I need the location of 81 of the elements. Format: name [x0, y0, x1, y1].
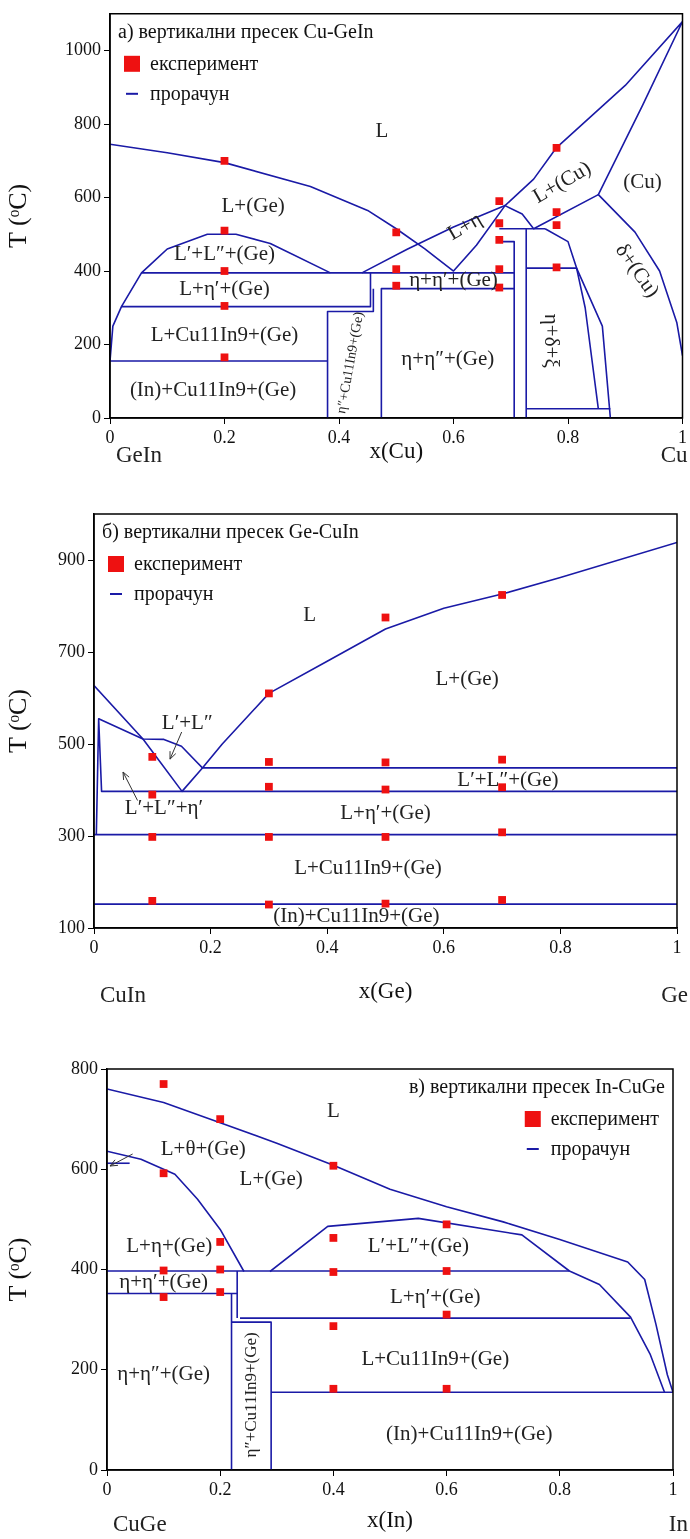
x-axis-title: x(Cu) [369, 438, 424, 464]
annotation: η+η″+(Ge) [117, 1361, 211, 1386]
annotation: (In)+Cu11In9+(Ge) [129, 376, 297, 401]
annotation: L+η [442, 206, 486, 245]
y-tick-label: 100 [58, 916, 85, 937]
text: In [668, 1511, 689, 1536]
x-tick-label: 0 [105, 426, 115, 447]
y-axis-title: T (ᵒC) [3, 183, 33, 248]
y-tick-label: 700 [58, 640, 85, 661]
annotation: L′+L″+(Ge) [173, 241, 276, 265]
annotation: L′+L″+η′ [124, 794, 204, 819]
y-tick-label: 600 [71, 1157, 98, 1178]
annotation: L+Cu11In9+(Ge) [294, 854, 442, 879]
annotation: η+η′+(Ge) [409, 266, 498, 291]
x-tick-label: 0.8 [556, 426, 580, 447]
annotation: (In)+Cu11In9+(Ge) [386, 1421, 553, 1446]
legend-label: експеримент [134, 552, 243, 576]
x-tick-label: 0.8 [549, 936, 572, 957]
y-tick-label: 800 [71, 1057, 98, 1078]
annotation: L+η+(Ge) [126, 1233, 213, 1258]
annotation: L+η′+(Ge) [179, 275, 270, 300]
annotation: η+η′+(Ge) [119, 1268, 208, 1293]
x-tick-label: 0.2 [199, 936, 222, 957]
x-tick-label: 1 [672, 936, 682, 957]
annotation: L′+L″+(Ge) [457, 767, 559, 792]
legend-label: прорачун [134, 582, 214, 606]
x-tick-label: 0.4 [327, 426, 351, 447]
x-axis-title: x(Ge) [358, 978, 413, 1004]
text: Ge [661, 982, 688, 1007]
y-tick-label: 800 [74, 112, 101, 133]
x-tick-label: 0.4 [315, 936, 339, 957]
annotation: L′+L″+(Ge) [367, 1233, 469, 1258]
annotation: L+Cu11In9+(Ge) [361, 1346, 510, 1371]
annotation: L [326, 1098, 340, 1123]
y-axis-title: T (ᵒC) [3, 688, 33, 754]
chart-title: б) вертикални пресек Ge-CuIn [102, 520, 359, 543]
text: GeIn [116, 442, 163, 467]
y-tick-label: 1000 [65, 39, 101, 60]
chart-title: в) вертикални пресек In-CuGe [408, 1075, 666, 1098]
annotation: (Cu) [623, 169, 662, 194]
annotation: L′+L″ [161, 709, 213, 734]
y-tick-label: 300 [58, 824, 85, 845]
y-tick-label: 900 [58, 548, 85, 569]
annotation: L+Cu11In9+(Ge) [150, 321, 299, 346]
annotation: L [303, 601, 317, 626]
y-tick-label: 400 [71, 1258, 98, 1279]
y-axis-title: T (ᵒC) [3, 1237, 33, 1302]
annotation: L+(Ge) [435, 666, 499, 691]
x-tick-label: 0.6 [432, 936, 456, 957]
annotation: η+δ+ξ [540, 313, 565, 368]
x-tick-label: 0.8 [548, 1478, 572, 1499]
y-tick-label: 200 [71, 1358, 98, 1379]
y-tick-label: 400 [74, 259, 101, 280]
annotation: η″+Cu11In9+(Ge) [240, 1332, 260, 1458]
y-tick-label: 0 [92, 406, 101, 427]
annotation: L+θ+(Ge) [160, 1135, 246, 1160]
annotation: (In)+Cu11In9+(Ge) [273, 903, 440, 928]
x-tick-label: 1 [668, 1478, 678, 1499]
text: CuGe [113, 1511, 167, 1536]
legend-label: прорачун [150, 82, 230, 106]
y-tick-label: 600 [74, 186, 101, 207]
annotation: L+(Ge) [239, 1165, 303, 1190]
y-tick-label: 200 [74, 333, 101, 354]
y-tick-label: 0 [89, 1458, 98, 1479]
legend-label: прорачун [550, 1137, 631, 1161]
x-tick-label: 0.6 [442, 426, 465, 447]
annotation: L+η′+(Ge) [390, 1283, 481, 1308]
text: CuIn [100, 982, 147, 1007]
legend-label: експеримент [150, 52, 259, 76]
annotation: η+η″+(Ge) [401, 345, 495, 370]
legend-label: експеримент [550, 1107, 660, 1131]
chart-title: а) вертикални пресек Cu-GeIn [118, 19, 374, 43]
x-axis-title: x(In) [367, 1507, 413, 1533]
annotation: L+(Ge) [221, 193, 285, 218]
x-tick-label: 0.2 [213, 426, 236, 447]
x-tick-label: 0.4 [322, 1478, 345, 1499]
y-tick-label: 500 [58, 732, 85, 753]
annotation: L [375, 117, 389, 142]
x-tick-label: 0.6 [435, 1478, 458, 1499]
x-tick-label: 0.2 [208, 1478, 232, 1499]
annotation: L+η′+(Ge) [340, 799, 431, 824]
